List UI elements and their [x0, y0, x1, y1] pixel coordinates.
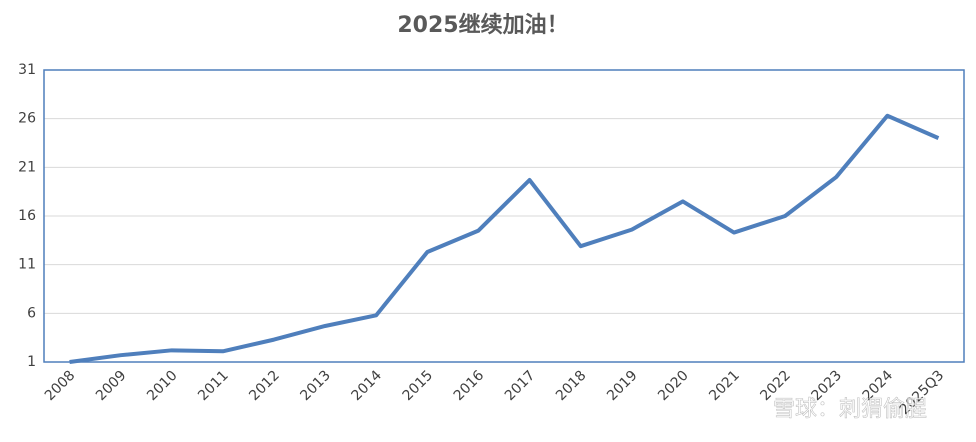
x-tick-label: 2021: [706, 368, 743, 405]
watermark: 雪球：刺猬偷腥: [773, 397, 927, 422]
chart-title: 2025继续加油！: [397, 12, 568, 38]
x-tick-label: 2011: [195, 368, 232, 405]
x-tick-label: 2017: [502, 368, 539, 405]
x-tick-label: 2019: [604, 368, 641, 405]
x-tick-label: 2013: [297, 368, 334, 405]
plot-frame: [43, 69, 965, 363]
x-tick-label: 2010: [144, 368, 181, 405]
x-tick-label: 2020: [655, 368, 692, 405]
x-tick-label: 2014: [349, 367, 386, 404]
y-tick-label: 31: [18, 62, 36, 78]
y-tick-label: 26: [18, 111, 36, 127]
x-tick-label: 2009: [93, 368, 130, 405]
y-tick-label: 6: [27, 305, 36, 321]
x-tick-label: 2012: [246, 368, 283, 405]
x-tick-label: 2008: [42, 368, 79, 405]
y-tick-label: 11: [18, 257, 36, 273]
x-tick-label: 2018: [553, 368, 590, 405]
y-tick-label: 1: [27, 354, 36, 370]
y-tick-label: 16: [18, 208, 36, 224]
y-tick-label: 21: [18, 159, 36, 175]
x-tick-label: 2015: [400, 368, 437, 405]
line: [69, 113, 940, 364]
x-tick-label: 2016: [451, 367, 488, 404]
